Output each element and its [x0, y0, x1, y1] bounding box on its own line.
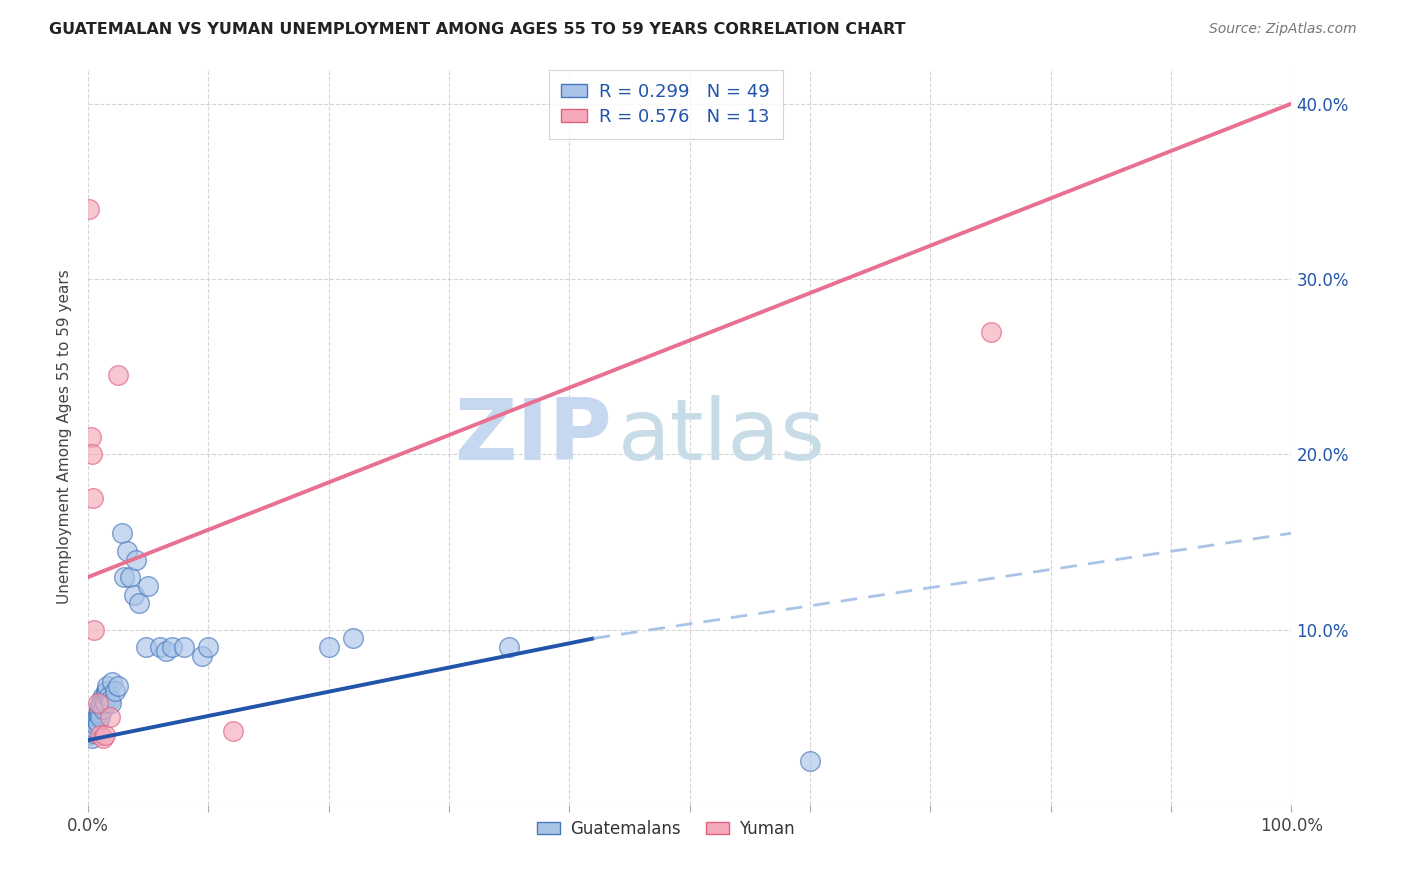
Point	[155, 643, 177, 657]
Point	[86, 714, 108, 728]
Point	[87, 696, 110, 710]
Point	[98, 710, 121, 724]
Point	[149, 640, 172, 655]
Point	[79, 728, 101, 742]
Point	[86, 710, 108, 724]
Point	[342, 632, 364, 646]
Point	[173, 640, 195, 655]
Point	[84, 717, 107, 731]
Point	[197, 640, 219, 655]
Point	[83, 623, 105, 637]
Y-axis label: Unemployment Among Ages 55 to 59 years: Unemployment Among Ages 55 to 59 years	[58, 269, 72, 604]
Point	[80, 447, 103, 461]
Point	[89, 698, 111, 712]
Point	[125, 552, 148, 566]
Point	[100, 696, 122, 710]
Text: Source: ZipAtlas.com: Source: ZipAtlas.com	[1209, 22, 1357, 37]
Point	[498, 640, 520, 655]
Point	[87, 705, 110, 719]
Point	[162, 640, 184, 655]
Point	[89, 728, 111, 742]
Point	[91, 731, 114, 746]
Point	[104, 684, 127, 698]
Point	[107, 679, 129, 693]
Point	[191, 648, 214, 663]
Point	[79, 202, 101, 216]
Point	[87, 715, 110, 730]
Point	[91, 701, 114, 715]
Point	[79, 724, 101, 739]
Point	[83, 721, 105, 735]
Text: ZIP: ZIP	[454, 395, 612, 478]
Point	[96, 679, 118, 693]
Point	[94, 696, 117, 710]
Point	[96, 684, 118, 698]
Point	[128, 596, 150, 610]
Point	[82, 491, 104, 505]
Point	[111, 526, 134, 541]
Text: GUATEMALAN VS YUMAN UNEMPLOYMENT AMONG AGES 55 TO 59 YEARS CORRELATION CHART: GUATEMALAN VS YUMAN UNEMPLOYMENT AMONG A…	[49, 22, 905, 37]
Point	[90, 696, 112, 710]
Point	[980, 325, 1002, 339]
Point	[80, 731, 103, 746]
Point	[79, 430, 101, 444]
Point	[122, 588, 145, 602]
Point	[82, 726, 104, 740]
Point	[221, 724, 243, 739]
Point	[97, 690, 120, 704]
Point	[120, 570, 142, 584]
Point	[91, 690, 114, 704]
Point	[799, 754, 821, 768]
Point	[96, 684, 118, 698]
Point	[96, 688, 118, 702]
Point	[101, 675, 124, 690]
Point	[94, 728, 117, 742]
Point	[107, 368, 129, 383]
Point	[135, 640, 157, 655]
Point	[90, 693, 112, 707]
Point	[115, 543, 138, 558]
Legend: Guatemalans, Yuman: Guatemalans, Yuman	[530, 814, 801, 845]
Point	[136, 579, 159, 593]
Point	[318, 640, 340, 655]
Point	[87, 701, 110, 715]
Point	[112, 570, 135, 584]
Point	[98, 693, 121, 707]
Point	[89, 710, 111, 724]
Text: atlas: atlas	[617, 395, 825, 478]
Point	[93, 693, 115, 707]
Point	[87, 706, 110, 721]
